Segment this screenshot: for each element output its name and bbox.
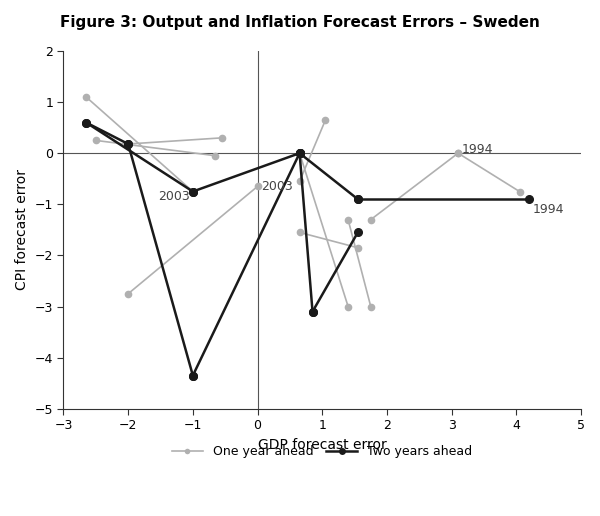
Text: 1994: 1994 <box>461 143 493 156</box>
Text: 2003: 2003 <box>158 190 190 203</box>
Text: 2003: 2003 <box>261 180 293 193</box>
Text: Figure 3: Output and Inflation Forecast Errors – Sweden: Figure 3: Output and Inflation Forecast … <box>60 15 540 30</box>
Text: 1994: 1994 <box>532 203 564 216</box>
X-axis label: GDP forecast error: GDP forecast error <box>258 438 386 452</box>
Legend: One year ahead, Two years ahead: One year ahead, Two years ahead <box>167 440 478 463</box>
Y-axis label: CPI forecast error: CPI forecast error <box>15 169 29 291</box>
